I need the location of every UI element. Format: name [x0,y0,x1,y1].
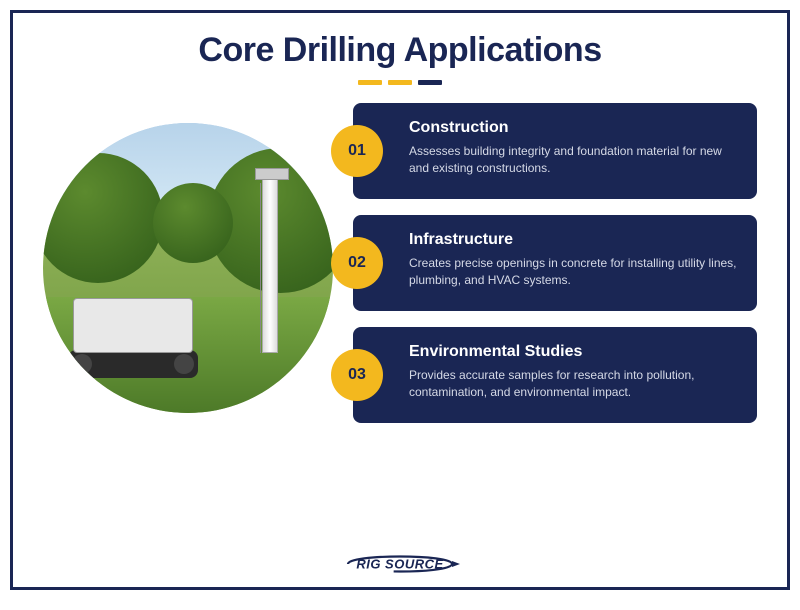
card-environmental: 03 Environmental Studies Provides accura… [353,327,757,423]
photo-container [43,123,333,413]
card-infrastructure: 02 Infrastructure Creates precise openin… [353,215,757,311]
underline-segment [358,80,382,85]
photo-rig-mast [262,173,278,353]
underline-segment [388,80,412,85]
photo-tree [153,183,233,263]
card-title: Environmental Studies [409,343,739,361]
card-description: Assesses building integrity and foundati… [409,143,739,178]
photo-rig-body [73,298,193,353]
card-title: Infrastructure [409,231,739,249]
card-construction: 01 Construction Assesses building integr… [353,103,757,199]
content-row: 01 Construction Assesses building integr… [13,85,787,423]
page-title: Core Drilling Applications [13,31,787,70]
infographic-frame: Core Drilling Applications 01 Construc [10,10,790,590]
card-title: Construction [409,119,739,137]
drilling-rig-photo [43,123,333,413]
photo-rig-cable [260,183,261,353]
card-description: Provides accurate samples for research i… [409,367,739,402]
card-number-badge: 01 [331,125,383,177]
underline-segment [418,80,442,85]
cards-column: 01 Construction Assesses building integr… [353,103,757,423]
card-number-badge: 02 [331,237,383,289]
card-number-badge: 03 [331,349,383,401]
photo-rig-track [68,350,198,378]
photo-tree [43,153,163,283]
logo-text: RIG SOURCE [356,557,443,572]
logo-swoosh-icon: RIG SOURCE [340,551,460,577]
brand-logo: RIG SOURCE [340,551,460,577]
card-description: Creates precise openings in concrete for… [409,255,739,290]
